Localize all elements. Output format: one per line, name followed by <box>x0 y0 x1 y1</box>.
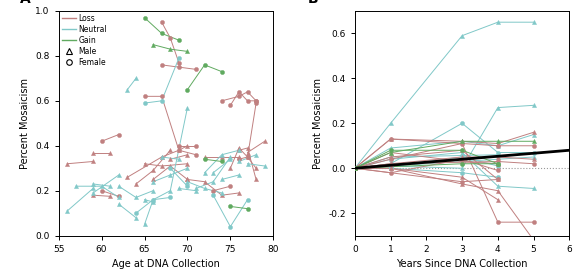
Legend: Loss, Neutral, Gain, Male, Female: Loss, Neutral, Gain, Male, Female <box>61 13 108 67</box>
X-axis label: Years Since DNA Collection: Years Since DNA Collection <box>396 259 528 269</box>
X-axis label: Age at DNA Collection: Age at DNA Collection <box>112 259 220 269</box>
Y-axis label: Percent Mosaicism: Percent Mosaicism <box>20 78 30 169</box>
Text: B: B <box>308 0 318 7</box>
Text: A: A <box>20 0 31 7</box>
Y-axis label: Percent Mosaicism: Percent Mosaicism <box>313 78 323 169</box>
